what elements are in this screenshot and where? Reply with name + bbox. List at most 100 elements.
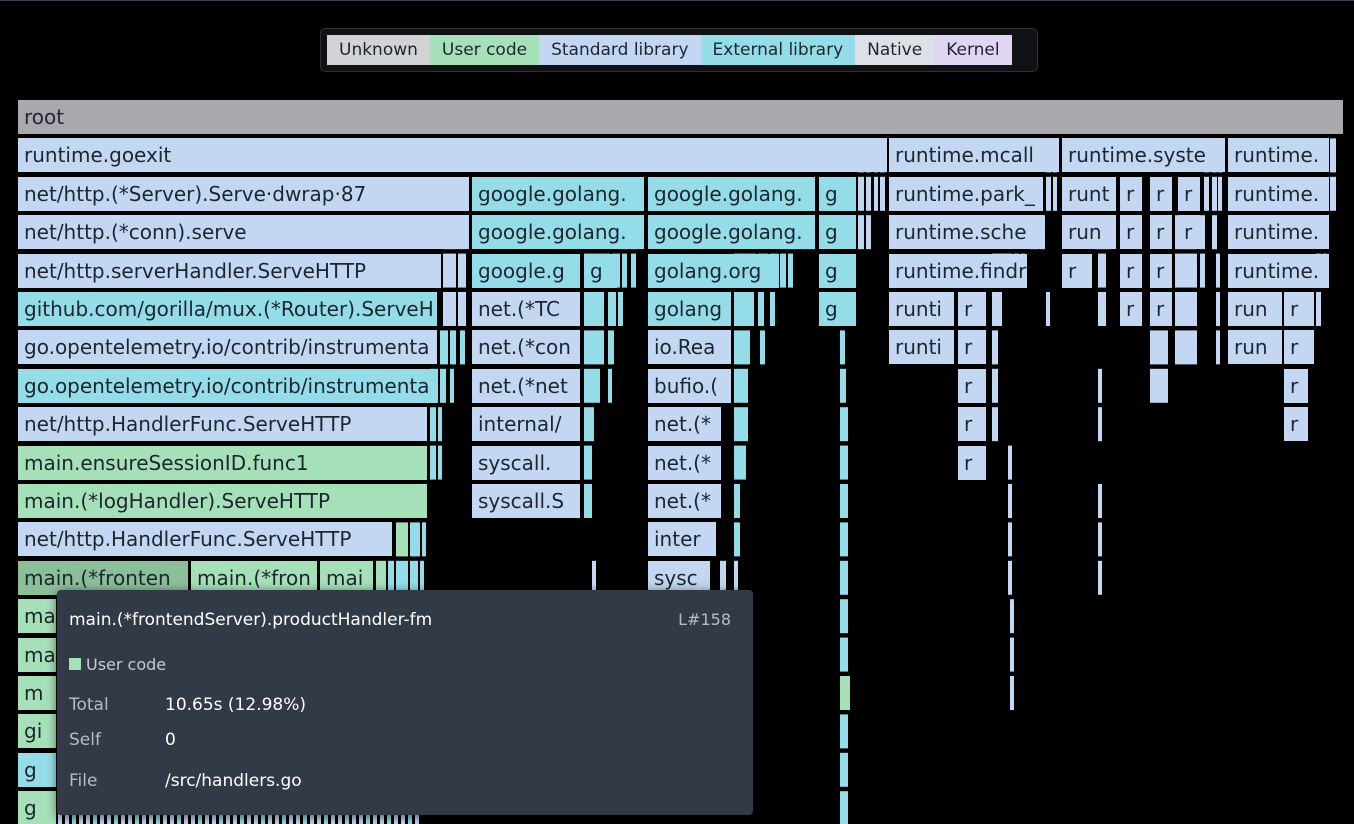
frame-gi[interactable]: gi [18,714,56,749]
frame-sliver[interactable] [430,407,436,442]
frame-go-opentelemetry-io-contrib-instrumenta[interactable]: go.opentelemetry.io/contrib/instrumenta [18,330,437,365]
frame-sliver[interactable] [992,292,1002,326]
frame-sliver[interactable] [1216,330,1220,365]
frame-sliver[interactable] [992,368,998,403]
frame-sliver[interactable] [1200,253,1205,288]
legend-kernel[interactable]: Kernel [934,35,1012,65]
frame-sliver[interactable] [1008,445,1012,480]
frame-runtime-findr[interactable]: runtime.findr [889,253,1027,288]
frame-net-http-handlerfunc-servehttp[interactable]: net/http.HandlerFunc.ServeHTTP [18,407,427,442]
frame-sliver[interactable] [734,330,750,365]
frame-sliver[interactable] [430,445,436,480]
frame-sliver[interactable] [1098,407,1102,442]
frame-sliver[interactable] [720,560,726,595]
frame-sliver[interactable] [1175,292,1197,326]
frame-google-golang[interactable]: google.golang. [472,215,644,250]
frame-sliver[interactable] [1046,292,1050,326]
frame-sliver[interactable] [443,253,456,288]
frame-sliver[interactable] [396,560,408,595]
frame-sliver[interactable] [1216,253,1220,288]
frame-google-golang[interactable]: google.golang. [648,176,815,211]
frame-syscall-s[interactable]: syscall.S [472,484,580,518]
frame-sliver[interactable] [460,330,465,365]
frame-sliver[interactable] [734,445,746,480]
frame-sliver[interactable] [770,292,775,326]
frame-runtime-park[interactable]: runtime.park_ [889,176,1043,211]
frame-sliver[interactable] [840,637,848,672]
frame-sliver[interactable] [1150,368,1168,403]
frame-sliver[interactable] [1098,522,1102,557]
frame-sliver[interactable] [396,522,408,557]
frame-net[interactable]: net.(* [648,484,721,518]
frame-g[interactable]: g [819,176,856,211]
frame-r[interactable]: r [1120,253,1142,288]
frame-sliver[interactable] [840,368,846,403]
frame-sliver[interactable] [1008,522,1012,557]
frame-sliver[interactable] [458,292,466,326]
frame-sliver[interactable] [840,522,848,557]
frame-sliver[interactable] [388,560,394,595]
frame-sliver[interactable] [758,292,764,326]
frame-sliver[interactable] [840,599,848,634]
legend-native[interactable]: Native [855,35,935,65]
frame-r[interactable]: r [1150,176,1172,211]
frame-sliver[interactable] [438,445,442,480]
frame-sliver[interactable] [734,407,748,442]
frame-runtime-syste[interactable]: runtime.syste [1062,138,1225,173]
legend-standard-library[interactable]: Standard library [539,35,701,65]
frame-r[interactable]: r [1284,292,1314,326]
frame-sliver[interactable] [440,330,448,365]
frame-sliver[interactable] [450,330,456,365]
frame-sliver[interactable] [1046,176,1051,211]
frame-sliver[interactable] [450,368,454,403]
frame-runtime-sche[interactable]: runtime.sche [889,215,1043,250]
frame-sliver[interactable] [592,560,596,595]
frame-sliver[interactable] [858,215,864,250]
frame-r[interactable]: r [1178,176,1200,211]
frame-sliver[interactable] [840,484,848,518]
frame-g[interactable]: g [819,215,856,250]
frame-net-tc[interactable]: net.(*TC [472,292,580,326]
frame-sliver[interactable] [584,484,592,518]
frame-go-opentelemetry-io-contrib-instrumenta[interactable]: go.opentelemetry.io/contrib/instrumenta [18,368,437,403]
legend-unknown[interactable]: Unknown [327,35,430,65]
frame-r[interactable]: r [1150,292,1172,326]
frame-sliver[interactable] [874,176,878,211]
frame-sliver[interactable] [734,484,740,518]
frame-runtime[interactable]: runtime. [1228,215,1329,250]
frame-sliver[interactable] [840,445,848,480]
frame-google-g[interactable]: google.g [472,253,580,288]
frame-sliver[interactable] [1098,484,1102,518]
frame-r[interactable]: r [1150,253,1172,288]
frame-sliver[interactable] [1008,560,1012,595]
frame-sliver[interactable] [734,560,738,595]
frame-google-golang[interactable]: google.golang. [472,176,644,211]
frame-sliver[interactable] [584,292,604,326]
frame-sliver[interactable] [1212,176,1217,211]
frame-net-con[interactable]: net.(*con [472,330,580,365]
frame-r[interactable]: r [1178,215,1200,250]
frame-sliver[interactable] [631,253,636,288]
frame-net-http-server-serve-dwrap-87[interactable]: net/http.(*Server).Serve·dwrap·87 [18,176,469,211]
frame-sliver[interactable] [880,176,885,211]
frame-sliver[interactable] [840,330,845,365]
frame-net-http-handlerfunc-servehttp[interactable]: net/http.HandlerFunc.ServeHTTP [18,522,392,557]
frame-g[interactable]: g [819,292,856,326]
frame-internal[interactable]: internal/ [472,407,580,442]
frame-sliver[interactable] [1098,292,1106,326]
frame-ma[interactable]: ma [18,637,56,672]
frame-g[interactable]: g [18,752,56,787]
frame-run[interactable]: run [1228,330,1282,365]
frame-io-rea[interactable]: io.Rea [648,330,731,365]
frame-r[interactable]: r [958,407,986,442]
frame-runti[interactable]: runti [889,292,954,326]
frame-golang-org[interactable]: golang.org [648,253,779,288]
frame-sliver[interactable] [1218,176,1222,211]
frame-sliver[interactable] [992,330,998,365]
frame-sliver[interactable] [1212,215,1217,250]
frame-r[interactable]: r [958,368,986,403]
frame-net-http-serverhandler-servehttp[interactable]: net/http.serverHandler.ServeHTTP [18,253,441,288]
frame-sliver[interactable] [840,676,850,710]
frame-r[interactable]: r [1284,368,1308,403]
